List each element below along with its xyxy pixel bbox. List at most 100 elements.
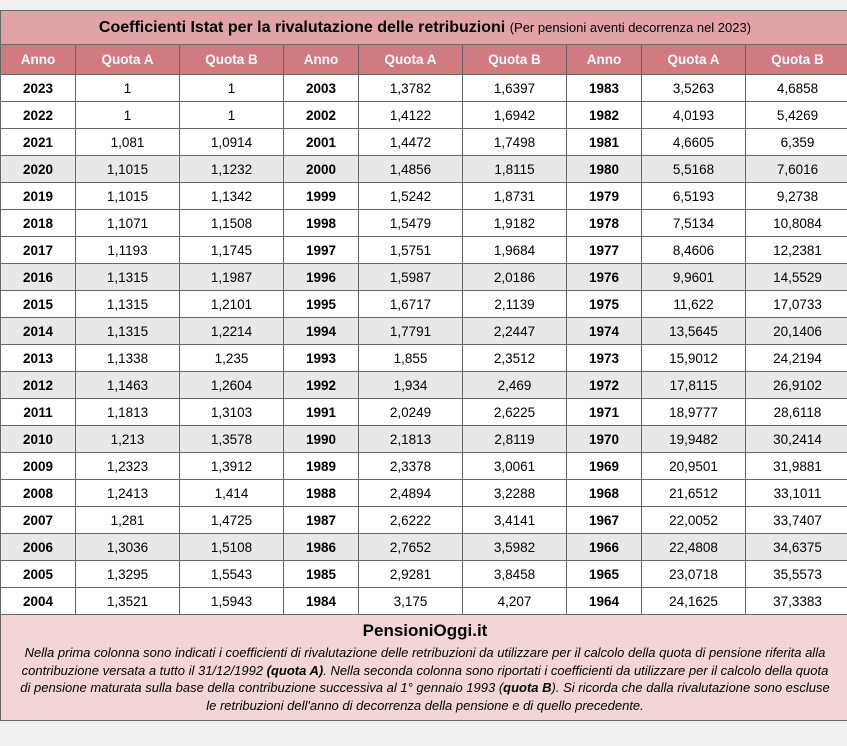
cell-quota-b: 3,8458 <box>463 561 567 588</box>
cell-quota-a: 5,5168 <box>642 156 746 183</box>
cell-quota-b: 1,8115 <box>463 156 567 183</box>
cell-anno: 2013 <box>1 345 76 372</box>
cell-quota-b: 1,5108 <box>180 534 284 561</box>
cell-quota-a: 1,5242 <box>359 183 463 210</box>
cell-quota-a: 7,5134 <box>642 210 746 237</box>
table-row: 20101,2131,357819902,18132,8119197019,94… <box>1 426 847 453</box>
cell-quota-a: 1,6717 <box>359 291 463 318</box>
cell-anno: 2000 <box>284 156 359 183</box>
cell-anno: 1966 <box>567 534 642 561</box>
cell-anno: 1997 <box>284 237 359 264</box>
cell-quota-b: 6,359 <box>746 129 847 156</box>
cell-quota-a: 3,5263 <box>642 75 746 102</box>
cell-quota-a: 1,2323 <box>76 453 180 480</box>
cell-quota-a: 21,6512 <box>642 480 746 507</box>
cell-quota-a: 1,081 <box>76 129 180 156</box>
cell-quota-b: 28,6118 <box>746 399 847 426</box>
cell-quota-a: 1,1315 <box>76 318 180 345</box>
col-header-quota-b: Quota B <box>463 45 567 75</box>
cell-quota-b: 1,7498 <box>463 129 567 156</box>
cell-quota-a: 1,5479 <box>359 210 463 237</box>
cell-anno: 1974 <box>567 318 642 345</box>
title-main: Coefficienti Istat per la rivalutazione … <box>99 19 505 36</box>
cell-quota-b: 1,9182 <box>463 210 567 237</box>
cell-anno: 1970 <box>567 426 642 453</box>
table-row: 20091,23231,391219892,33783,0061196920,9… <box>1 453 847 480</box>
cell-quota-a: 4,6605 <box>642 129 746 156</box>
cell-anno: 1988 <box>284 480 359 507</box>
cell-quota-a: 1,2413 <box>76 480 180 507</box>
footer-site: PensioniOggi.it <box>19 621 831 641</box>
cell-quota-b: 1,6397 <box>463 75 567 102</box>
title-row: Coefficienti Istat per la rivalutazione … <box>1 11 847 45</box>
table-row: 20061,30361,510819862,76523,5982196622,4… <box>1 534 847 561</box>
col-header-anno: Anno <box>284 45 359 75</box>
footer-description: Nella prima colonna sono indicati i coef… <box>19 644 831 714</box>
cell-quota-a: 19,9482 <box>642 426 746 453</box>
col-header-quota-a: Quota A <box>76 45 180 75</box>
cell-quota-b: 1,2604 <box>180 372 284 399</box>
cell-anno: 2015 <box>1 291 76 318</box>
cell-quota-b: 1,2101 <box>180 291 284 318</box>
table-row: 20161,13151,198719961,59872,018619769,96… <box>1 264 847 291</box>
col-header-quota-b: Quota B <box>180 45 284 75</box>
cell-quota-a: 9,9601 <box>642 264 746 291</box>
table-row: 20221120021,41221,694219824,01935,4269 <box>1 102 847 129</box>
cell-quota-a: 22,0052 <box>642 507 746 534</box>
cell-quota-b: 2,6225 <box>463 399 567 426</box>
col-header-quota-b: Quota B <box>746 45 847 75</box>
cell-quota-b: 1,8731 <box>463 183 567 210</box>
cell-quota-a: 20,9501 <box>642 453 746 480</box>
cell-quota-a: 4,0193 <box>642 102 746 129</box>
cell-quota-a: 1 <box>76 75 180 102</box>
cell-quota-b: 2,469 <box>463 372 567 399</box>
cell-quota-b: 2,0186 <box>463 264 567 291</box>
cell-quota-b: 9,2738 <box>746 183 847 210</box>
cell-quota-a: 1,213 <box>76 426 180 453</box>
cell-anno: 1979 <box>567 183 642 210</box>
cell-quota-a: 1,281 <box>76 507 180 534</box>
cell-anno: 1996 <box>284 264 359 291</box>
cell-quota-a: 2,9281 <box>359 561 463 588</box>
cell-anno: 1986 <box>284 534 359 561</box>
cell-anno: 2003 <box>284 75 359 102</box>
cell-quota-a: 1,5751 <box>359 237 463 264</box>
cell-quota-a: 2,0249 <box>359 399 463 426</box>
table-row: 20151,13151,210119951,67172,1139197511,6… <box>1 291 847 318</box>
col-header-anno: Anno <box>567 45 642 75</box>
cell-quota-a: 24,1625 <box>642 588 746 615</box>
cell-quota-a: 17,8115 <box>642 372 746 399</box>
cell-anno: 2020 <box>1 156 76 183</box>
cell-quota-b: 26,9102 <box>746 372 847 399</box>
table-row: 20181,10711,150819981,54791,918219787,51… <box>1 210 847 237</box>
cell-quota-a: 1,1193 <box>76 237 180 264</box>
cell-quota-b: 7,6016 <box>746 156 847 183</box>
cell-quota-b: 35,5573 <box>746 561 847 588</box>
cell-quota-a: 1,4122 <box>359 102 463 129</box>
cell-anno: 1967 <box>567 507 642 534</box>
cell-quota-b: 2,8119 <box>463 426 567 453</box>
cell-anno: 1985 <box>284 561 359 588</box>
cell-anno: 2018 <box>1 210 76 237</box>
cell-anno: 1983 <box>567 75 642 102</box>
cell-anno: 2005 <box>1 561 76 588</box>
table-row: 20231120031,37821,639719833,52634,6858 <box>1 75 847 102</box>
cell-anno: 1982 <box>567 102 642 129</box>
table-row: 20041,35211,594319843,1754,207196424,162… <box>1 588 847 615</box>
cell-quota-a: 1 <box>76 102 180 129</box>
cell-anno: 2012 <box>1 372 76 399</box>
table-row: 20131,13381,23519931,8552,3512197315,901… <box>1 345 847 372</box>
cell-quota-a: 1,4472 <box>359 129 463 156</box>
cell-quota-b: 1,235 <box>180 345 284 372</box>
cell-anno: 1981 <box>567 129 642 156</box>
footer-cell: PensioniOggi.it Nella prima colonna sono… <box>1 615 847 721</box>
table-row: 20171,11931,174519971,57511,968419778,46… <box>1 237 847 264</box>
cell-quota-a: 2,4894 <box>359 480 463 507</box>
cell-anno: 1984 <box>284 588 359 615</box>
table-row: 20081,24131,41419882,48943,2288196821,65… <box>1 480 847 507</box>
cell-quota-a: 1,1338 <box>76 345 180 372</box>
col-header-quota-a: Quota A <box>359 45 463 75</box>
cell-quota-b: 1,1232 <box>180 156 284 183</box>
cell-anno: 2009 <box>1 453 76 480</box>
cell-quota-b: 5,4269 <box>746 102 847 129</box>
